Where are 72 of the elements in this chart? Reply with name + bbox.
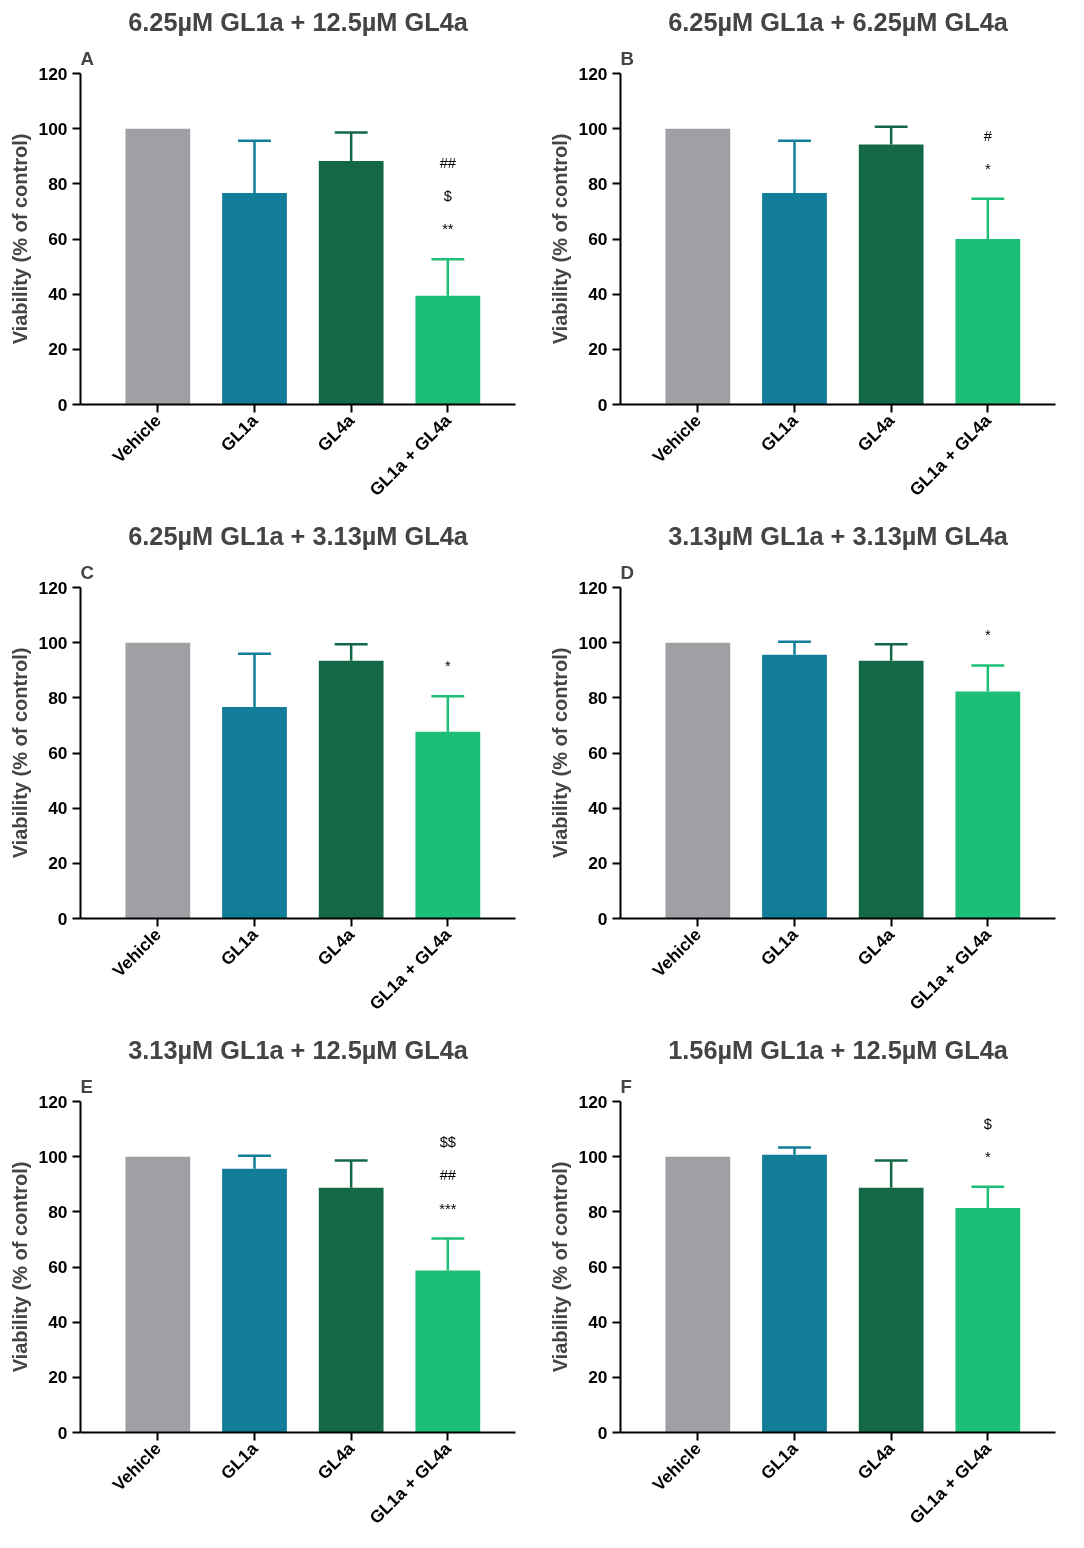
y-tick-label: 80: [48, 173, 68, 194]
y-tick-label: 120: [578, 577, 608, 598]
y-axis-title: Viability (% of control): [548, 647, 571, 859]
y-tick-label: 60: [48, 229, 68, 249]
y-axis-title: Viability (% of control): [8, 1161, 31, 1373]
annotation: $$: [439, 1134, 456, 1151]
y-tick-label: 120: [578, 1091, 608, 1112]
annotation: *: [984, 1148, 991, 1165]
y-tick-label: 60: [48, 1257, 68, 1277]
y-tick-label: 20: [48, 339, 68, 360]
y-tick-label: 80: [48, 687, 68, 708]
y-tick-label: 100: [578, 118, 608, 139]
chart-title: 6.25µM GL1a + 12.5µM GL4a: [128, 7, 469, 36]
y-tick-label: 120: [38, 63, 68, 84]
y-tick-label: 100: [578, 1146, 608, 1167]
y-tick-label: 60: [588, 229, 608, 249]
text: F: [620, 1075, 632, 1097]
y-tick-label: 120: [38, 577, 68, 598]
y-tick-label: 120: [578, 63, 608, 84]
annotation: *: [984, 627, 991, 644]
y-tick-label: 0: [597, 394, 608, 415]
y-tick-label: 60: [588, 1257, 608, 1277]
text: A: [80, 47, 94, 69]
y-tick-label: 40: [588, 1312, 608, 1333]
chart-title: 6.25µM GL1a + 3.13µM GL4a: [128, 521, 469, 550]
y-tick-label: 20: [588, 1367, 608, 1388]
y-tick-label: 20: [48, 853, 68, 874]
y-tick-label: 80: [48, 1201, 68, 1222]
annotation: **: [442, 221, 454, 238]
y-tick-label: 100: [38, 632, 68, 653]
text: E: [80, 1075, 93, 1097]
y-tick-label: 100: [578, 632, 608, 653]
annotation: $: [443, 187, 452, 204]
y-tick-label: 0: [57, 1422, 68, 1443]
chart-title: 6.25µM GL1a + 6.25µM GL4a: [668, 7, 1009, 36]
y-tick-label: 40: [588, 284, 608, 305]
y-tick-label: 0: [597, 908, 608, 929]
y-tick-label: 80: [588, 1201, 608, 1222]
text: B: [620, 47, 634, 69]
annotation: *: [444, 658, 451, 675]
y-tick-label: 100: [38, 118, 68, 139]
y-tick-label: 0: [597, 1422, 608, 1443]
annotation: ##: [439, 154, 457, 171]
chart-title: 1.56µM GL1a + 12.5µM GL4a: [668, 1035, 1009, 1064]
y-tick-label: 100: [38, 1146, 68, 1167]
chart-title: 3.13µM GL1a + 3.13µM GL4a: [668, 521, 1009, 550]
text: D: [620, 561, 634, 583]
y-tick-label: 40: [48, 1312, 68, 1333]
y-tick-label: 120: [38, 1091, 68, 1112]
chart-title: 3.13µM GL1a + 12.5µM GL4a: [128, 1035, 469, 1064]
y-tick-label: 0: [57, 908, 68, 929]
annotation: ***: [439, 1200, 457, 1217]
y-tick-label: 20: [48, 1367, 68, 1388]
y-tick-label: 40: [588, 798, 608, 819]
y-axis-title: Viability (% of control): [8, 133, 31, 345]
y-tick-label: 20: [588, 853, 608, 874]
annotation: $: [983, 1115, 992, 1132]
text: C: [80, 561, 94, 583]
y-tick-label: 60: [48, 743, 68, 763]
y-tick-label: 0: [57, 394, 68, 415]
annotation: *: [984, 160, 991, 177]
y-tick-label: 40: [48, 798, 68, 819]
y-axis-title: Viability (% of control): [548, 133, 571, 345]
y-tick-label: 20: [588, 339, 608, 360]
y-tick-label: 80: [588, 173, 608, 194]
annotation: #: [983, 127, 993, 144]
y-tick-label: 80: [588, 687, 608, 708]
y-axis-title: Viability (% of control): [548, 1161, 571, 1373]
annotation: ##: [439, 1167, 457, 1184]
y-axis-title: Viability (% of control): [8, 647, 31, 859]
y-tick-label: 40: [48, 284, 68, 305]
y-tick-label: 60: [588, 743, 608, 763]
